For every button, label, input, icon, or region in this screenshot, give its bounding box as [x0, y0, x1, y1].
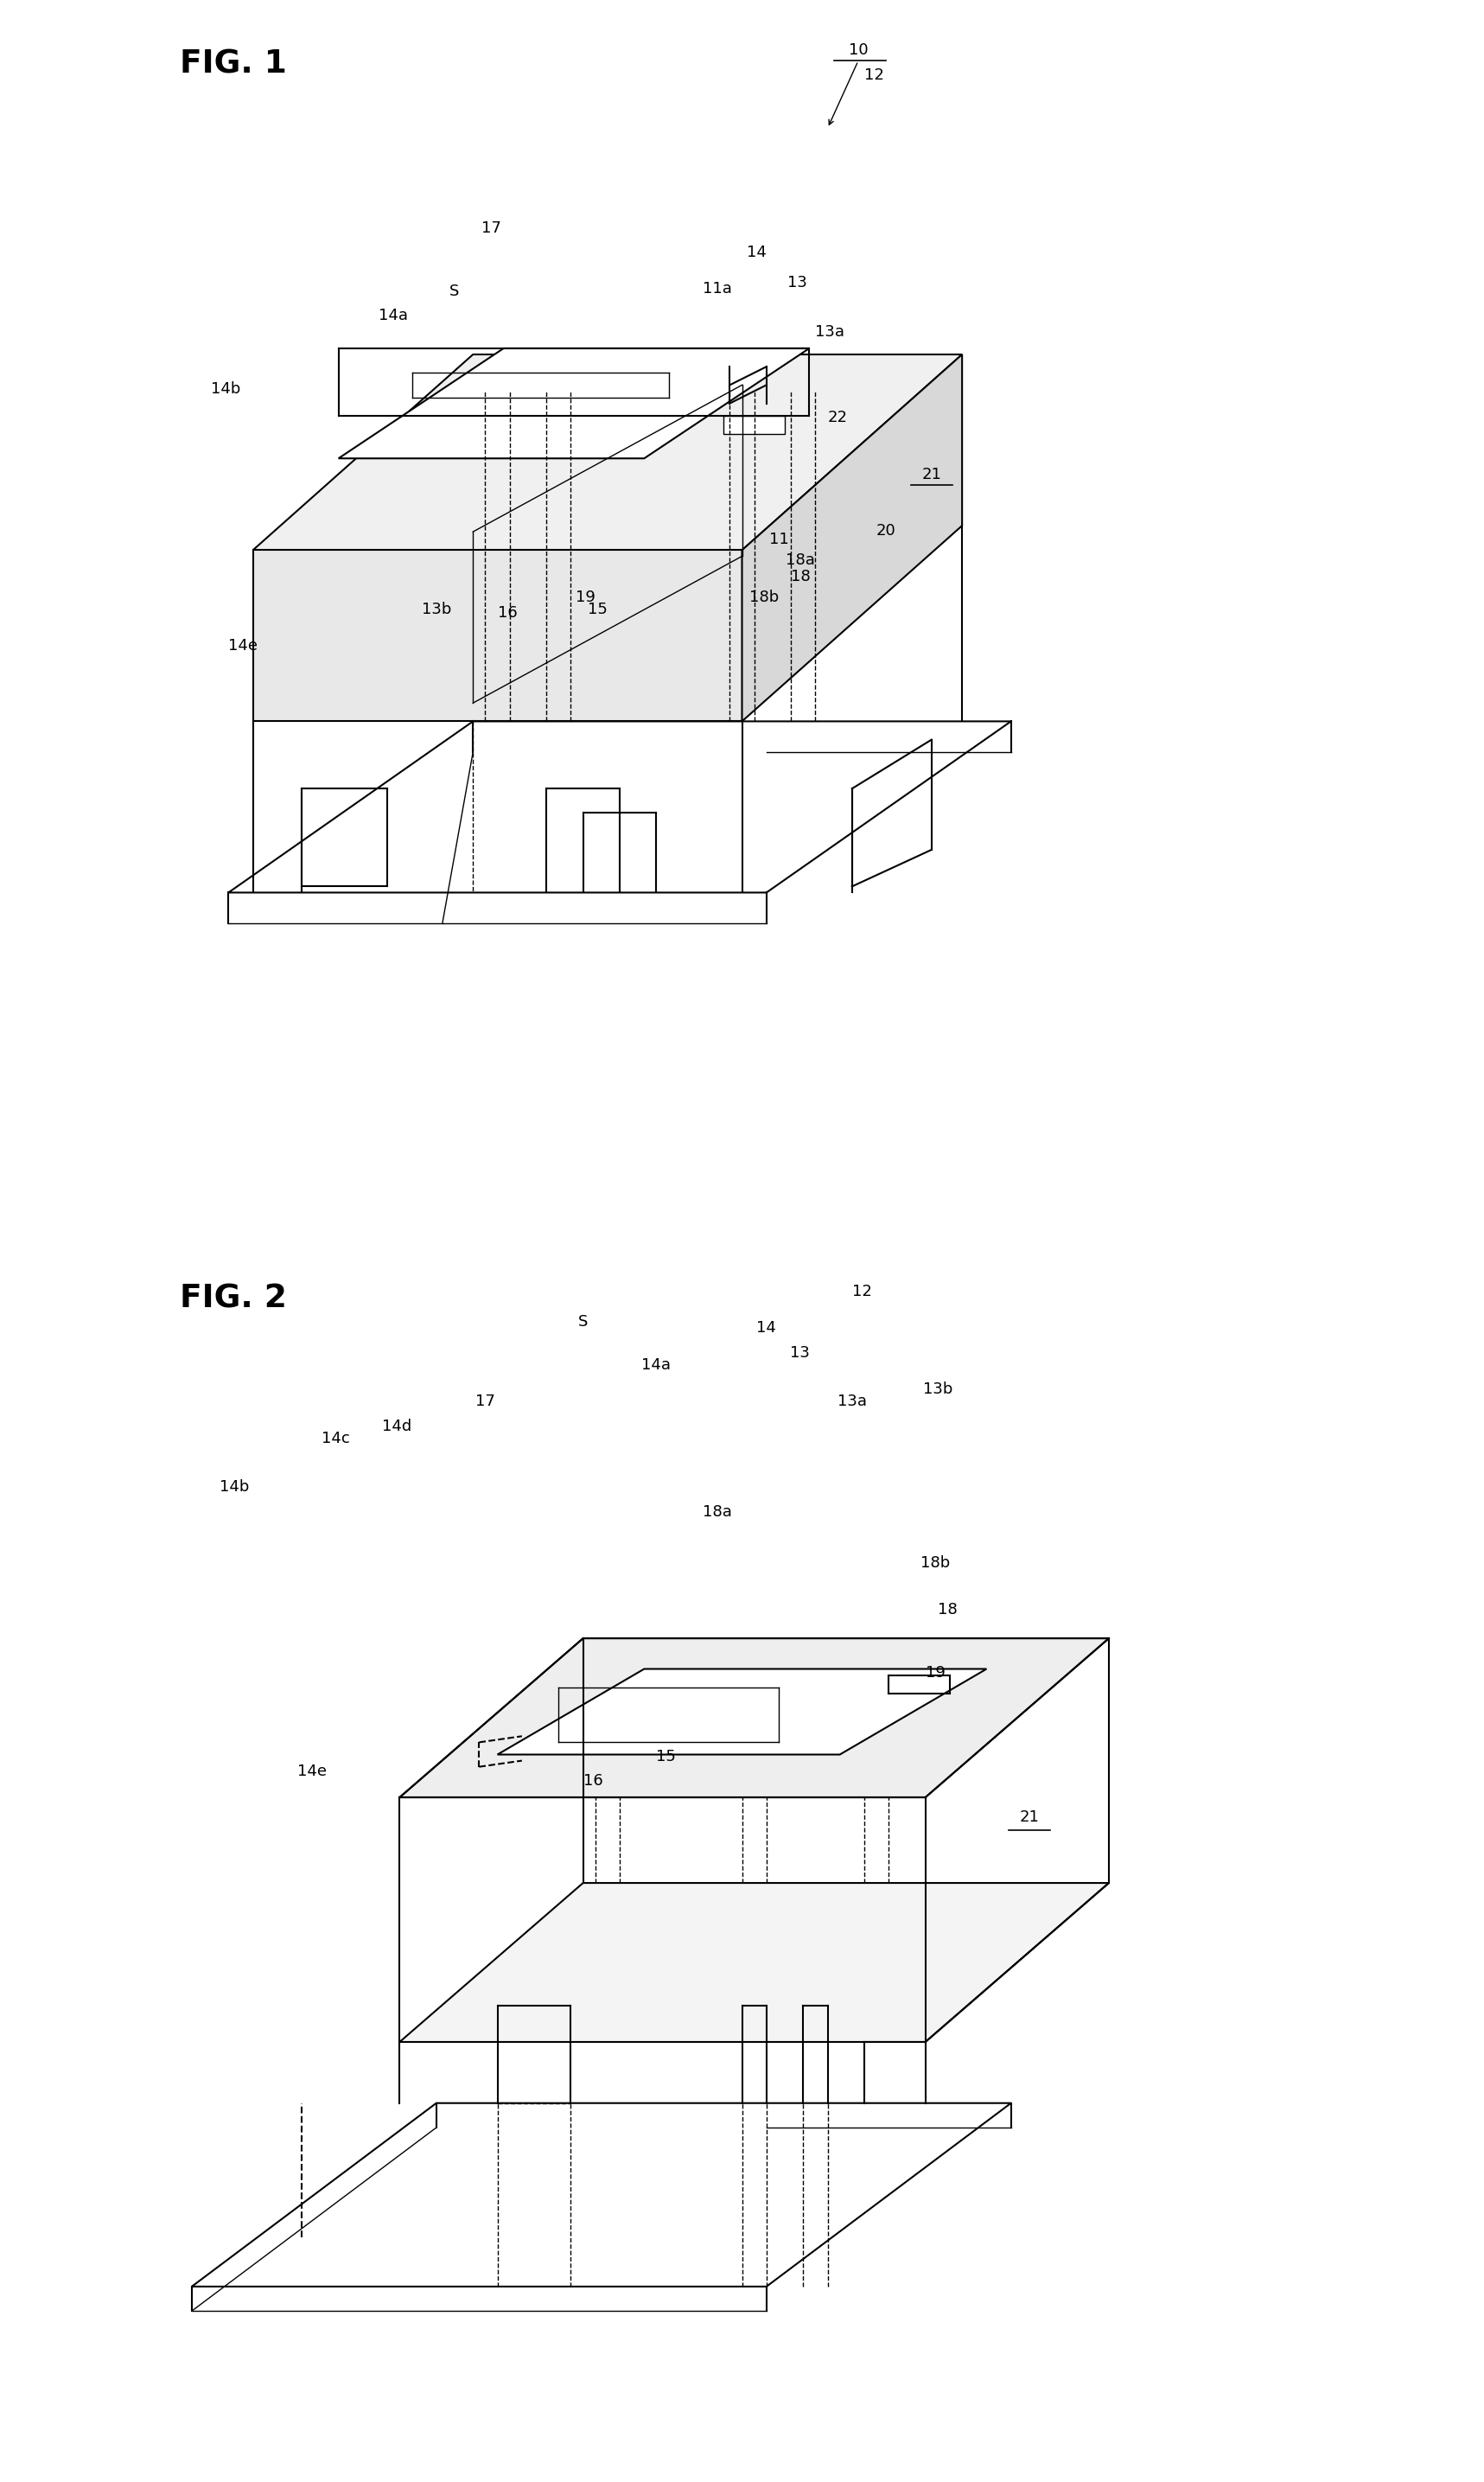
- Polygon shape: [497, 1668, 987, 1755]
- Text: 14b: 14b: [211, 382, 240, 397]
- Text: 14d: 14d: [383, 1417, 413, 1435]
- Text: FIG. 1: FIG. 1: [180, 50, 286, 79]
- Polygon shape: [399, 1884, 1109, 2043]
- Polygon shape: [399, 1638, 1109, 1797]
- Polygon shape: [252, 355, 962, 551]
- Text: 14: 14: [757, 1320, 776, 1335]
- Text: 13: 13: [787, 276, 807, 290]
- Text: 10: 10: [849, 42, 868, 57]
- Text: 12: 12: [864, 67, 884, 82]
- Polygon shape: [724, 414, 785, 434]
- Text: 14e: 14e: [229, 638, 258, 653]
- Text: 18: 18: [791, 568, 810, 583]
- Text: 18a: 18a: [703, 1504, 732, 1519]
- Text: 16: 16: [497, 606, 516, 620]
- Text: 18: 18: [938, 1601, 957, 1618]
- Text: 11: 11: [769, 531, 788, 549]
- Text: 13b: 13b: [923, 1382, 953, 1397]
- Text: 11a: 11a: [703, 280, 732, 298]
- Polygon shape: [252, 551, 742, 722]
- Text: 12: 12: [852, 1283, 871, 1301]
- Text: 16: 16: [583, 1772, 603, 1790]
- Text: 14b: 14b: [220, 1479, 249, 1494]
- Text: 22: 22: [828, 410, 847, 424]
- Text: 18b: 18b: [920, 1556, 950, 1571]
- Text: FIG. 2: FIG. 2: [180, 1283, 286, 1315]
- Text: 19: 19: [576, 588, 595, 606]
- Text: 13a: 13a: [815, 325, 844, 340]
- Text: 19: 19: [926, 1665, 945, 1680]
- Text: 17: 17: [475, 1395, 496, 1410]
- Text: 21: 21: [1020, 1809, 1039, 1824]
- Text: 18a: 18a: [787, 553, 815, 568]
- Text: 13: 13: [789, 1345, 809, 1360]
- Text: 13a: 13a: [837, 1395, 867, 1410]
- Text: 18b: 18b: [749, 588, 779, 606]
- Text: 15: 15: [656, 1747, 677, 1765]
- Polygon shape: [338, 347, 809, 459]
- Text: 13b: 13b: [421, 601, 451, 618]
- Text: 14a: 14a: [378, 308, 408, 323]
- Text: 20: 20: [877, 524, 896, 539]
- Text: 14a: 14a: [641, 1358, 671, 1373]
- Text: 14: 14: [746, 246, 767, 261]
- Text: S: S: [579, 1315, 588, 1330]
- Text: 15: 15: [588, 601, 607, 618]
- Polygon shape: [742, 355, 962, 722]
- Text: 17: 17: [481, 221, 502, 236]
- Text: S: S: [450, 283, 460, 300]
- Text: 14e: 14e: [297, 1762, 326, 1780]
- Text: 14c: 14c: [322, 1430, 350, 1447]
- Text: 21: 21: [922, 467, 941, 482]
